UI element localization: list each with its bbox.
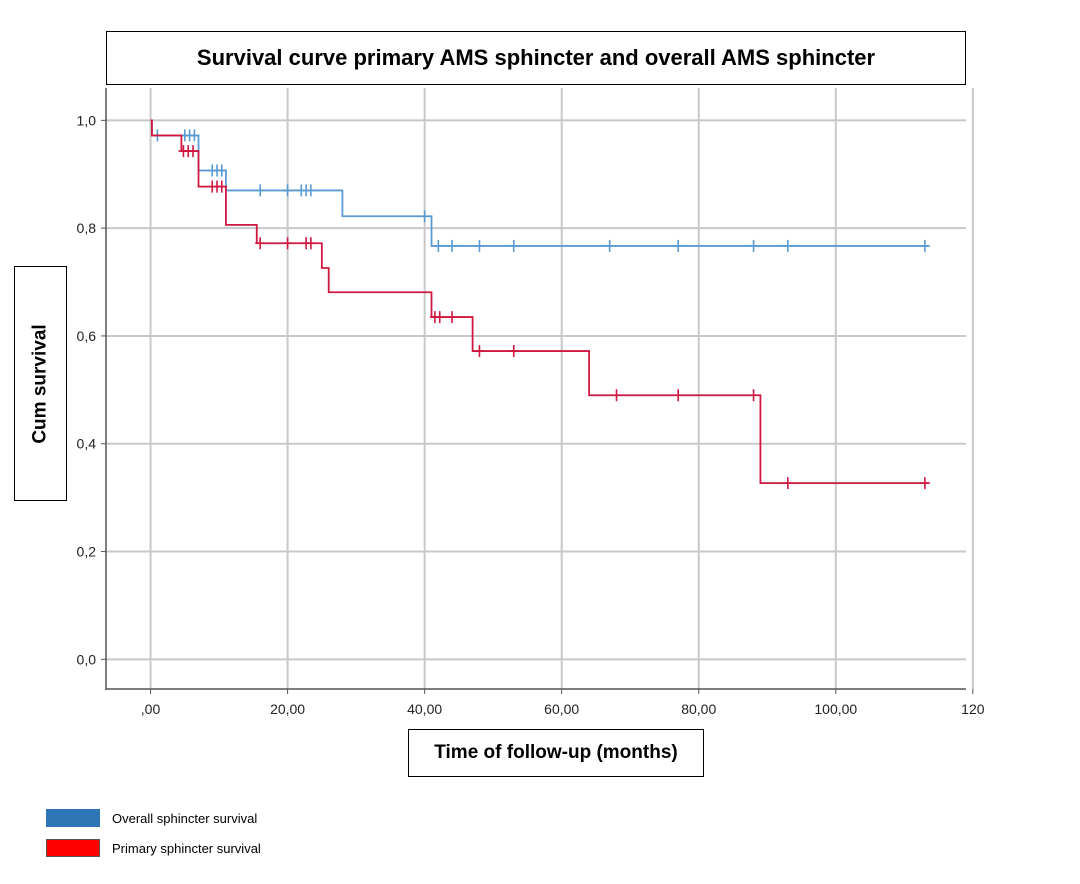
censor-mark-0-6 [216,164,227,177]
censor-mark-0-13 [433,239,444,252]
legend-label-overall: Overall sphincter survival [112,810,258,826]
censor-mark-0-19 [748,239,759,252]
tick-labels: ,00 20,00 40,00 60,00 80,00 100,00 120 0,0 0,2 0,… [77,112,985,717]
censor-mark-0-11 [305,184,316,197]
legend-swatch-primary [46,839,100,857]
y-tick-label-4: 0,8 [77,220,97,236]
censor-mark-0-7 [255,184,266,197]
censor-mark-1-7 [282,237,293,250]
x-tick-label-4: 80,00 [681,701,716,717]
censor-mark-1-11 [434,311,445,324]
y-tick-label-2: 0,4 [77,436,97,452]
x-tick-label-5: 100,00 [814,701,857,717]
x-axis-label: Time of follow-up (months) [434,742,678,763]
censor-mark-1-15 [611,389,622,402]
censor-mark-1-14 [508,345,519,358]
x-tick-label-3: 60,00 [544,701,579,717]
y-axis-label-box: Cum survival [14,266,67,501]
y-axis-label: Cum survival [29,323,51,444]
censor-mark-1-6 [255,237,266,250]
censor-mark-0-20 [782,239,793,252]
censor-mark-1-19 [919,477,930,490]
censor-mark-0-3 [189,129,200,142]
censor-mark-1-18 [782,477,793,490]
legend-label-primary: Primary sphincter survival [112,840,261,856]
censor-mark-1-2 [188,145,199,158]
censor-mark-1-9 [305,237,316,250]
y-tick-label-1: 0,2 [77,544,97,560]
censor-mark-0-12 [419,210,430,223]
censor-mark-0-21 [919,239,930,252]
chart-title: Survival curve primary AMS sphincter and… [196,45,876,70]
censor-mark-1-5 [216,180,227,193]
censor-mark-0-16 [508,239,519,252]
chart-title-box: Survival curve primary AMS sphincter and… [106,31,966,85]
legend-item-primary: Primary sphincter survival [46,839,261,857]
censor-mark-1-13 [474,345,485,358]
grid-lines [106,88,974,689]
censor-mark-1-17 [748,389,759,402]
censor-mark-1-12 [447,311,458,324]
x-tick-label-1: 20,00 [270,701,305,717]
censor-mark-0-17 [604,239,615,252]
x-tick-label-0: ,00 [141,701,161,717]
axes [101,88,974,694]
censor-mark-1-16 [673,389,684,402]
censor-mark-0-8 [282,184,293,197]
x-axis-label-box: Time of follow-up (months) [408,729,704,777]
x-tick-label-6: 120 [961,701,985,717]
x-tick-label-2: 40,00 [407,701,442,717]
y-tick-label-5: 1,0 [77,112,97,128]
series-curve-1 [150,119,929,484]
series-curve-0 [150,119,929,247]
censor-mark-0-15 [474,239,485,252]
censor-mark-0-14 [447,239,458,252]
legend-item-overall: Overall sphincter survival [46,809,257,827]
series-curves [150,119,930,490]
legend-swatch-overall [46,809,100,827]
censor-mark-0-18 [673,239,684,252]
y-tick-label-0: 0,0 [77,651,97,667]
y-tick-label-3: 0,6 [77,328,97,344]
